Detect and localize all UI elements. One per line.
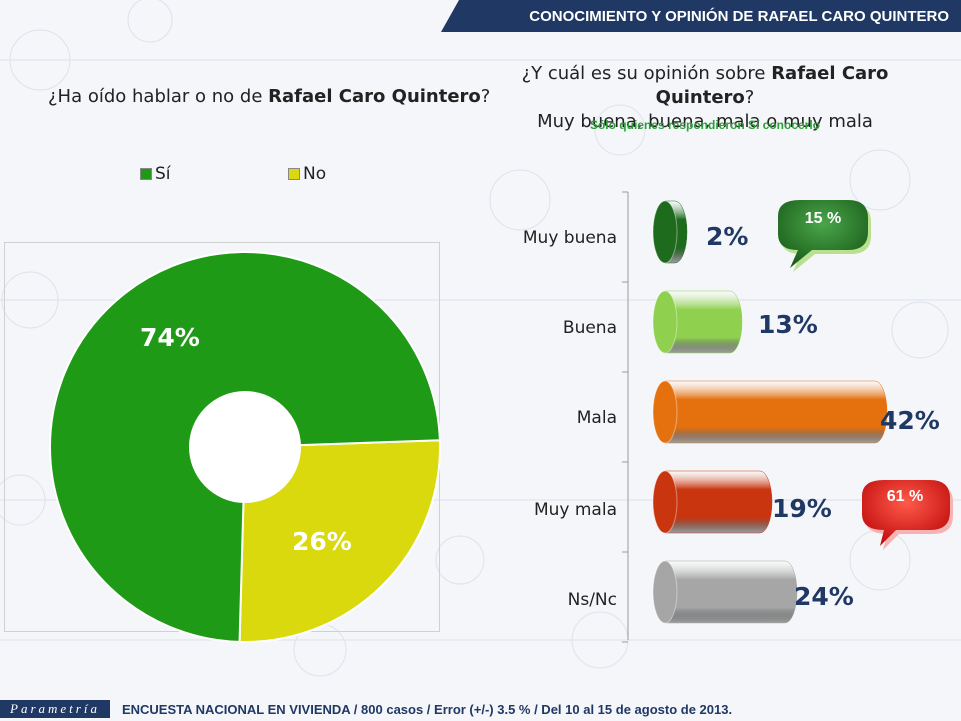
bar-value-nsnc: 24% xyxy=(794,582,854,611)
bar-value-mala: 42% xyxy=(880,406,940,435)
footer-logo: Parametría xyxy=(0,700,110,718)
donut-chart-frame xyxy=(4,242,440,632)
legend-item-no: No xyxy=(288,164,326,184)
donut-label-si: 74% xyxy=(140,323,200,352)
right-question-end: ? xyxy=(744,87,755,108)
subset-note: Sólo quienes respondieron Sí conocerlo xyxy=(589,118,821,132)
right-question-line2: Muy buena, buena, mala o muy mala xyxy=(537,111,873,132)
page-title: CONOCIMIENTO Y OPINIÓN DE RAFAEL CARO QU… xyxy=(441,0,961,32)
legend-label-si: Sí xyxy=(155,164,171,184)
donut-label-no: 26% xyxy=(292,527,352,556)
footer-source: ENCUESTA NACIONAL EN VIVIENDA / 800 caso… xyxy=(121,701,733,717)
bar-value-muy-buena: 2% xyxy=(706,222,749,251)
left-question-name: Rafael Caro Quintero xyxy=(268,86,481,107)
right-question-text: ¿Y cuál es su opinión sobre xyxy=(521,63,772,84)
callout-positive-total: 15 % xyxy=(804,210,842,227)
left-question-text: ¿Ha oído hablar o no de xyxy=(48,86,269,107)
left-question: ¿Ha oído hablar o no de Rafael Caro Quin… xyxy=(48,86,490,107)
right-question-name: Rafael Caro Quintero xyxy=(655,63,889,108)
legend-swatch-si xyxy=(140,168,152,180)
callout-negative-total: 61 % xyxy=(886,488,924,505)
bar-value-muy-mala: 19% xyxy=(772,494,832,523)
bar-category-muy-buena: Muy buena xyxy=(522,228,617,248)
legend-label-no: No xyxy=(303,164,327,184)
legend-item-si: Sí xyxy=(140,164,171,184)
bar-category-nsnc: Ns/Nc xyxy=(567,590,617,610)
legend-swatch-no xyxy=(288,168,300,180)
bar-category-mala: Mala xyxy=(576,408,617,428)
right-question: ¿Y cuál es su opinión sobre Rafael Caro … xyxy=(470,62,940,134)
bar-category-muy-mala: Muy mala xyxy=(533,500,617,520)
bar-value-buena: 13% xyxy=(758,310,818,339)
footer: Parametría ENCUESTA NACIONAL EN VIVIENDA… xyxy=(0,697,961,721)
left-question-end: ? xyxy=(480,86,491,107)
bar-category-buena: Buena xyxy=(562,318,617,338)
